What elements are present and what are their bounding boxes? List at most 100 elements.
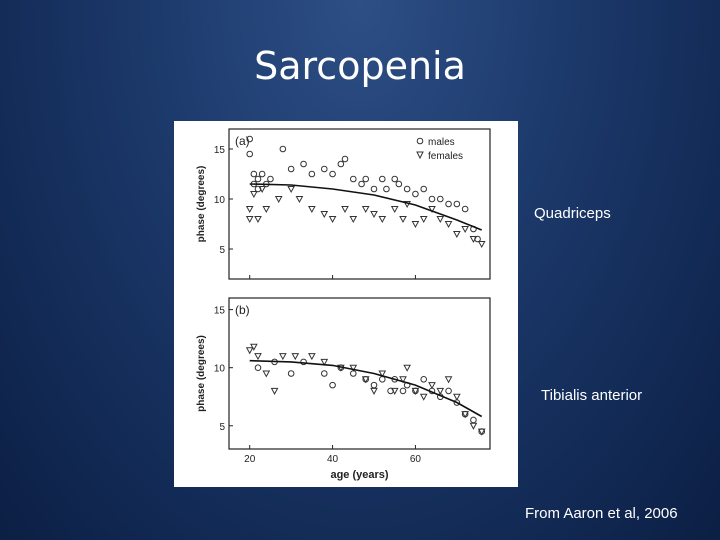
point-females [349,216,358,224]
panel-label-1: (a) [235,134,250,148]
trend-line [249,183,482,231]
quadriceps-label: Quadriceps [534,205,611,222]
point-females [270,387,279,395]
point-females [411,387,420,395]
point-males [300,160,307,168]
point-females [245,347,254,355]
point-females [328,216,337,224]
point-males [378,175,386,183]
point-females [453,393,461,401]
point-females [461,226,469,234]
point-males [395,180,403,188]
plot-frame-2 [228,297,491,450]
point-females [399,376,407,384]
point-females [287,186,295,194]
source-citation: From Aaron et al, 2006 [525,505,678,522]
point-females [308,206,316,214]
point-females [461,411,469,419]
point-females [411,221,420,229]
point-females [428,382,436,390]
point-males [362,175,370,183]
point-females [250,343,258,351]
point-females [378,370,387,378]
point-males [287,370,295,377]
point-females [262,370,271,378]
point-females [274,196,283,204]
point-males [412,190,419,198]
legend-label-males: males [428,137,455,148]
point-females [477,428,486,436]
y-tick-label: 15 [214,306,226,317]
point-females [436,216,445,224]
plot-frame-1 [228,128,491,280]
point-males [436,195,444,203]
point-males [279,145,287,153]
point-males [329,170,336,178]
point-females [428,206,436,214]
y-tick-label: 10 [214,195,226,206]
point-females [254,216,262,224]
y-tick-label: 5 [219,245,225,256]
point-females [361,206,370,214]
y-tick-label: 5 [219,422,225,433]
point-females [436,387,445,395]
point-males [300,358,307,366]
point-females [477,241,486,249]
point-males [445,387,452,395]
point-females [279,353,287,361]
point-males [337,160,345,168]
point-females [469,422,478,430]
slide-title: Sarcopenia [254,44,466,88]
trend-line [249,359,483,418]
point-females [370,387,378,395]
point-females [320,211,329,219]
point-males [399,387,407,395]
point-females [399,216,407,224]
x-axis-label: age (years) [330,469,388,481]
point-females [245,206,254,214]
point-females [291,353,300,361]
point-males [341,155,349,163]
point-females [370,211,378,219]
point-females [258,186,266,194]
point-females [349,364,358,372]
point-males [320,370,328,377]
point-males [267,175,274,183]
point-females [444,376,453,384]
point-males [358,180,365,188]
point-males [329,381,336,389]
point-females [390,387,399,395]
tibialis-label: Tibialis anterior [541,387,643,404]
x-tick-label: 40 [327,454,339,465]
x-tick-label: 20 [244,454,256,465]
point-males [470,416,477,424]
point-males [370,185,378,193]
point-females [254,353,262,361]
point-males [420,185,428,193]
y-tick-label: 15 [214,145,226,156]
point-males [308,170,316,178]
point-females [444,221,453,229]
point-females [390,206,399,214]
legend-marker-males [416,137,424,145]
y-axis-label: phase (degrees) [196,335,207,412]
y-tick-label: 10 [214,364,226,375]
point-females [469,236,478,244]
point-males [287,165,295,173]
scatter-figure: (a) 5 10 15 phase (degrees) males females (b) 5 1… [174,121,518,487]
point-females [262,206,271,214]
point-males [320,165,328,173]
point-males [246,150,254,158]
point-males [383,185,390,193]
figure-svg: (a) 5 10 15 phase (degrees) males females (b) 5 1… [196,128,491,481]
point-females [403,201,411,209]
point-males [370,381,378,389]
point-females [295,196,304,204]
point-females [341,206,349,214]
point-males [246,135,254,143]
point-males [453,200,461,208]
y-axis-label: phase (degrees) [196,166,207,243]
point-males [445,200,452,208]
point-males [258,170,266,178]
point-females [419,216,428,224]
